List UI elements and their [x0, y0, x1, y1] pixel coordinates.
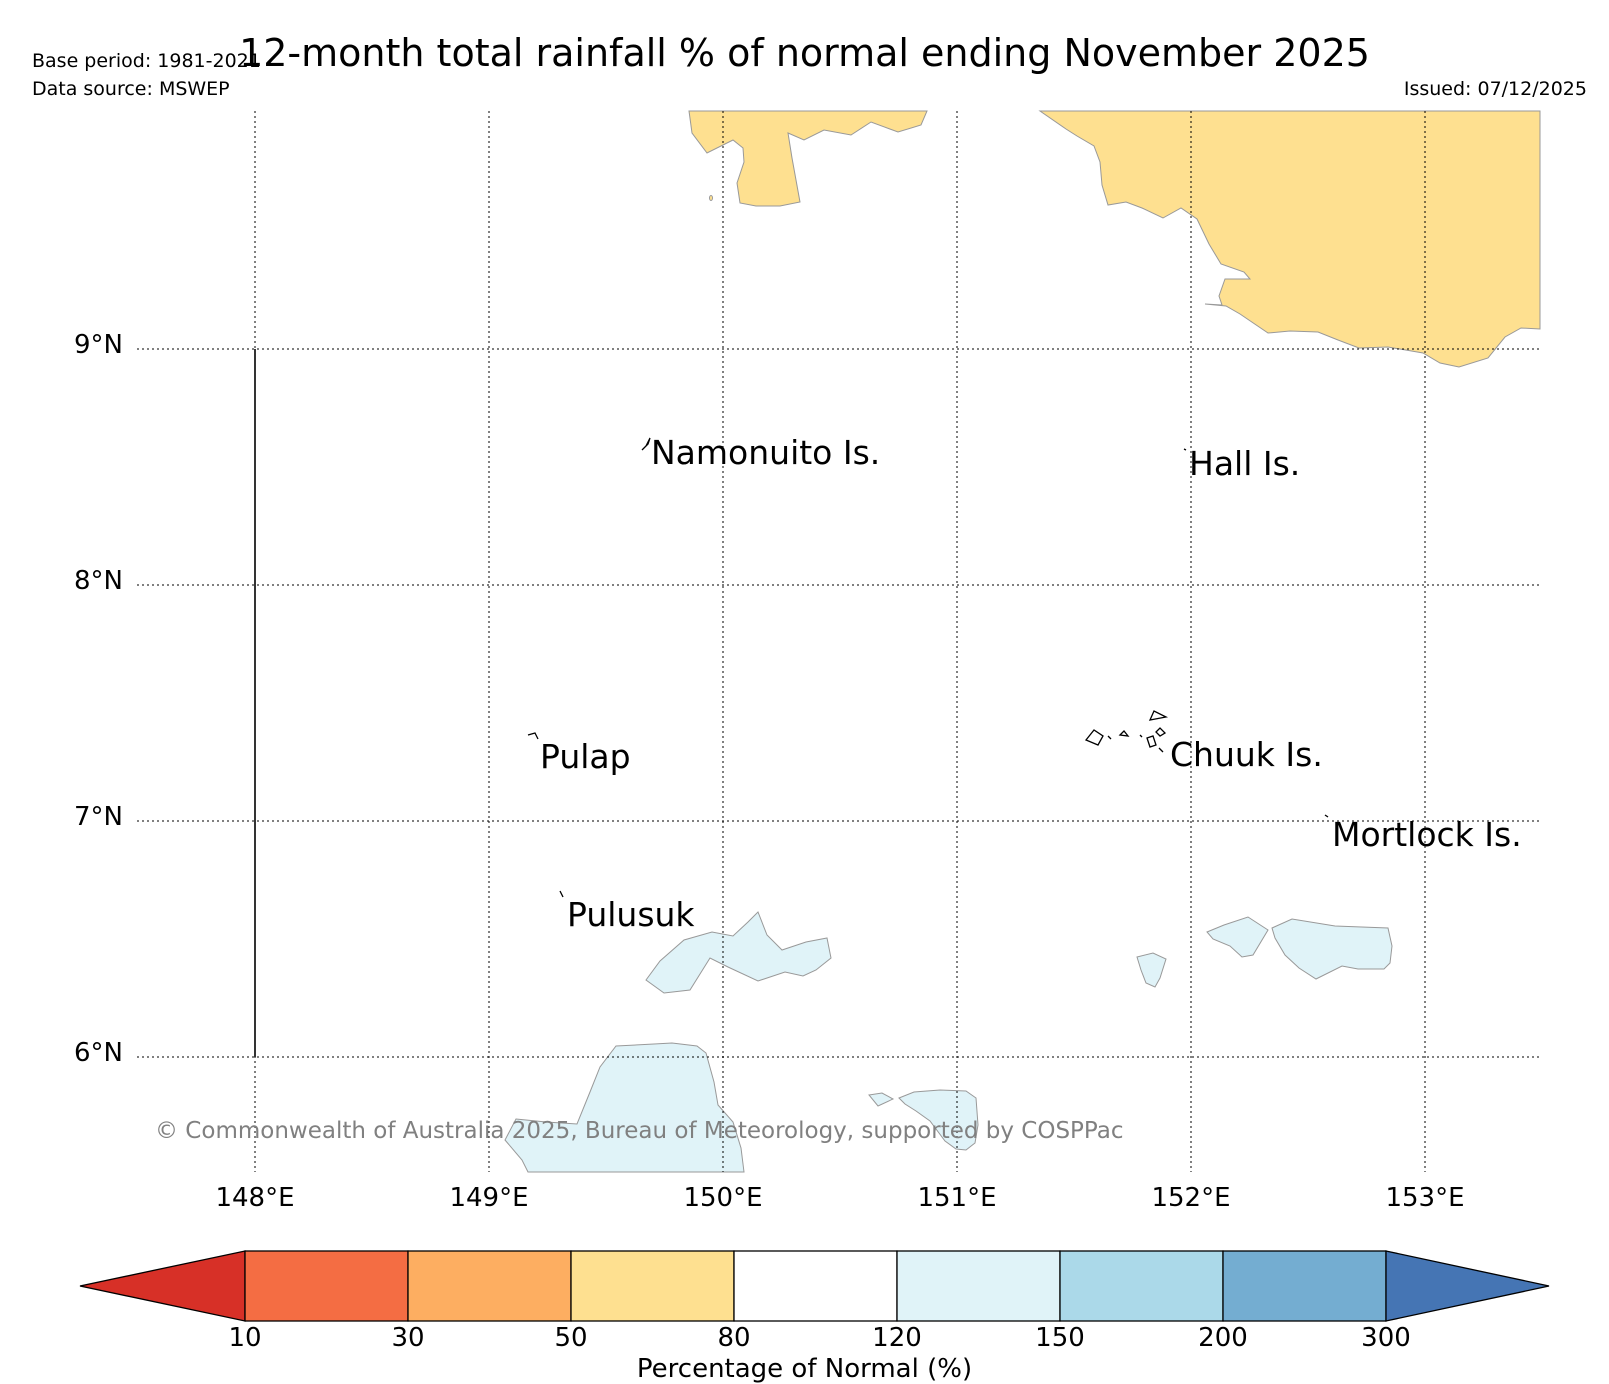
island-chuuk-1: [1084, 729, 1104, 746]
colorbar-tick-80: 80: [717, 1323, 751, 1353]
colorbar-tick-120: 120: [872, 1323, 922, 1353]
island-chuuk-5: [1155, 727, 1167, 737]
place-label-namonuito: Namonuito Is.: [651, 433, 881, 472]
colorbar-segment-10-30: [244, 1250, 409, 1322]
colorbar-tick-50: 50: [554, 1323, 588, 1353]
lat-label-6n: 6°N: [74, 1038, 123, 1068]
wet-region-south-central: [868, 1092, 895, 1107]
island-outlines: [527, 437, 1329, 898]
island-chuuk-2: [1118, 730, 1130, 737]
colorbar-tick-30: 30: [391, 1323, 425, 1353]
lon-label-148e: 148°E: [215, 1183, 295, 1213]
colorbar-extend-low: [79, 1250, 246, 1322]
place-label-hall: Hall Is.: [1189, 444, 1301, 483]
lat-label-9n: 9°N: [74, 330, 123, 360]
wet-regions: [504, 911, 1393, 1173]
dry-regions: [688, 110, 1541, 368]
colorbar-tick-150: 150: [1035, 1323, 1085, 1353]
island-chuuk-6: [1107, 735, 1112, 740]
colorbar-label: Percentage of Normal (%): [636, 1354, 973, 1384]
data-source: Data source: MSWEP: [32, 78, 230, 100]
place-label-pulusuk: Pulusuk: [567, 895, 695, 934]
wet-region-chuuk-south-2: [1206, 916, 1269, 958]
issued-date: Issued: 07/12/2025: [1403, 78, 1587, 100]
base-period: Base period: 1981-2021: [32, 50, 261, 72]
colorbar-segment-30-50: [407, 1250, 572, 1322]
island-chuuk-3: [1148, 710, 1169, 721]
lat-label-8n: 8°N: [74, 566, 123, 596]
colorbar-tick-300: 300: [1361, 1323, 1411, 1353]
dry-islet: [709, 195, 713, 201]
dry-region-northeast: [1038, 110, 1541, 368]
lat-label-7n: 7°N: [74, 802, 123, 832]
colorbar-extend-high: [1385, 1250, 1550, 1322]
colorbar-tick-10: 10: [228, 1323, 262, 1353]
island-namonuito: [641, 437, 651, 451]
place-label-chuuk: Chuuk Is.: [1170, 735, 1323, 774]
island-pulusuk: [559, 890, 564, 898]
wet-region-mortlock-south: [1271, 918, 1393, 980]
wet-region-south-central-2: [898, 1089, 979, 1151]
dry-region-north-central: [688, 110, 928, 207]
island-chuuk-8: [1158, 747, 1164, 753]
lon-label-153e: 153°E: [1385, 1183, 1465, 1213]
place-label-pulap: Pulap: [540, 737, 631, 776]
lon-label-151e: 151°E: [917, 1183, 997, 1213]
colorbar-segment-80-120: [733, 1250, 898, 1322]
colorbar-tick-200: 200: [1198, 1323, 1248, 1353]
colorbar-segment-50-80: [570, 1250, 735, 1322]
wet-region-chuuk-south-1: [1136, 952, 1167, 988]
lon-label-152e: 152°E: [1151, 1183, 1231, 1213]
colorbar-segment-200-300: [1222, 1250, 1387, 1322]
island-pulap: [527, 732, 539, 740]
colorbar-segment-120-150: [896, 1250, 1061, 1322]
colorbar-segment-150-200: [1059, 1250, 1224, 1322]
island-mortlock: [1324, 814, 1329, 818]
lon-label-149e: 149°E: [449, 1183, 529, 1213]
island-chuuk-4: [1146, 735, 1157, 748]
island-hall: [1183, 448, 1187, 451]
wet-region-southwest: [504, 1042, 745, 1173]
lon-label-150e: 150°E: [683, 1183, 763, 1213]
map-title: 12-month total rainfall % of normal endi…: [239, 31, 1370, 75]
colorbar: [79, 1250, 1550, 1322]
place-label-mortlock: Mortlock Is.: [1332, 815, 1522, 854]
copyright-notice: © Commonwealth of Australia 2025, Bureau…: [155, 1118, 1124, 1144]
wet-region-pulusuk-south: [645, 911, 832, 994]
island-chuuk-7: [1139, 734, 1143, 738]
